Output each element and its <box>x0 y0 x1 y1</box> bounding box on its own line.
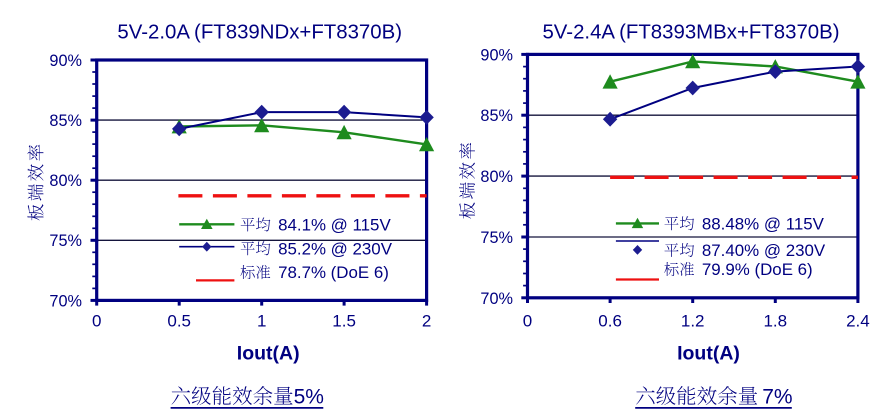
svg-text:78.7% (DoE 6): 78.7% (DoE 6) <box>278 263 389 282</box>
svg-text:75%: 75% <box>49 232 82 250</box>
svg-text:1.8: 1.8 <box>763 311 787 330</box>
svg-text:0.6: 0.6 <box>598 311 622 330</box>
svg-text:80%: 80% <box>49 172 82 190</box>
svg-text:87.40% @ 230V: 87.40% @ 230V <box>702 241 826 260</box>
svg-text:80%: 80% <box>480 168 513 186</box>
svg-text:5V-2.0A (FT839NDx+FT8370B): 5V-2.0A (FT839NDx+FT8370B) <box>117 22 402 44</box>
svg-text:70%: 70% <box>480 290 513 308</box>
svg-text:2.4: 2.4 <box>846 311 870 330</box>
svg-text:85%: 85% <box>480 107 513 125</box>
svg-text:79.9% (DoE 6): 79.9% (DoE 6) <box>702 260 813 279</box>
svg-text:1.5: 1.5 <box>332 311 356 330</box>
svg-text:84.1% @ 115V: 84.1% @ 115V <box>278 216 391 235</box>
svg-text:85%: 85% <box>49 112 82 130</box>
svg-text:0: 0 <box>92 311 101 330</box>
svg-text:2: 2 <box>422 311 431 330</box>
svg-text:7%: 7% <box>762 386 792 409</box>
svg-text:90%: 90% <box>49 52 82 70</box>
svg-text:5%: 5% <box>294 386 324 409</box>
svg-text:1.2: 1.2 <box>681 311 705 330</box>
svg-text:90%: 90% <box>480 46 513 64</box>
svg-text:85.2% @ 230V: 85.2% @ 230V <box>278 239 393 258</box>
svg-text:1: 1 <box>257 311 266 330</box>
svg-text:0.5: 0.5 <box>167 311 191 330</box>
svg-text:Iout(A): Iout(A) <box>237 342 300 364</box>
svg-text:5V-2.4A (FT8393MBx+FT8370B): 5V-2.4A (FT8393MBx+FT8370B) <box>542 22 839 44</box>
svg-text:70%: 70% <box>49 292 82 310</box>
svg-text:88.48% @ 115V: 88.48% @ 115V <box>702 214 825 233</box>
svg-text:0: 0 <box>523 311 532 330</box>
svg-text:75%: 75% <box>480 229 513 247</box>
svg-text:Iout(A): Iout(A) <box>677 342 740 364</box>
